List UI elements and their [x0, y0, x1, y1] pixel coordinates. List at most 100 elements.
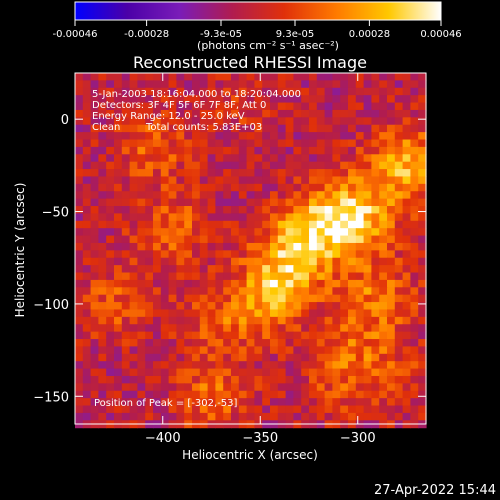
- heatmap-cell: [418, 213, 427, 222]
- heatmap-cell: [137, 139, 146, 148]
- heatmap-cell: [153, 220, 162, 229]
- heatmap-cell: [192, 73, 201, 81]
- heatmap-cell: [192, 220, 201, 229]
- heatmap-cell: [254, 265, 263, 274]
- heatmap-cell: [355, 124, 365, 133]
- heatmap-cell: [246, 398, 255, 407]
- heatmap-cell: [410, 346, 419, 355]
- heatmap-cell: [301, 161, 310, 170]
- heatmap-cell: [301, 132, 310, 141]
- heatmap-cell: [192, 183, 201, 192]
- heatmap-cell: [394, 228, 404, 237]
- heatmap-cell: [316, 412, 326, 421]
- heatmap-cell: [98, 191, 107, 200]
- heatmap-cell: [98, 257, 107, 266]
- heatmap-cell: [98, 265, 107, 274]
- heatmap-cell: [324, 331, 333, 340]
- heatmap-cell: [246, 139, 255, 148]
- heatmap-cell: [371, 109, 380, 118]
- heatmap-cell: [192, 257, 201, 266]
- heatmap-cell: [114, 80, 123, 89]
- heatmap-cell: [394, 198, 404, 207]
- heatmap-cell: [215, 139, 224, 148]
- heatmap-cell: [121, 250, 131, 259]
- heatmap-cell: [82, 398, 92, 407]
- heatmap-cell: [145, 139, 154, 148]
- heatmap-cell: [309, 279, 318, 288]
- heatmap-cell: [285, 191, 294, 200]
- heatmap-cell: [277, 102, 287, 111]
- heatmap-cell: [90, 124, 99, 133]
- heatmap-cell: [285, 80, 294, 89]
- heatmap-cell: [98, 176, 107, 185]
- heatmap-cell: [231, 242, 240, 251]
- heatmap-cell: [324, 361, 333, 370]
- heatmap-cell: [98, 169, 107, 177]
- heatmap-cell: [387, 346, 396, 355]
- heatmap-cell: [75, 257, 84, 266]
- heatmap-cell: [160, 109, 170, 118]
- heatmap-cell: [82, 176, 92, 185]
- heatmap-cell: [246, 169, 255, 177]
- heatmap-cell: [418, 390, 427, 399]
- heatmap-cell: [184, 206, 193, 214]
- heatmap-cell: [402, 375, 411, 384]
- heatmap-cell: [168, 117, 177, 126]
- heatmap-cell: [254, 198, 263, 207]
- heatmap-cell: [410, 132, 419, 141]
- heatmap-cell: [270, 279, 279, 288]
- heatmap-cell: [145, 154, 154, 163]
- heatmap-cell: [153, 346, 162, 355]
- heatmap-cell: [316, 331, 326, 340]
- heatmap-cell: [363, 250, 372, 259]
- heatmap-cell: [215, 161, 224, 170]
- heatmap-cell: [262, 294, 271, 303]
- heatmap-cell: [254, 353, 263, 362]
- heatmap-cell: [153, 390, 162, 399]
- heatmap-cell: [75, 206, 84, 214]
- heatmap-cell: [114, 132, 123, 141]
- heatmap-cell: [379, 242, 388, 251]
- heatmap-cell: [137, 220, 146, 229]
- heatmap-cell: [98, 109, 107, 118]
- heatmap-cell: [387, 109, 396, 118]
- heatmap-cell: [355, 302, 365, 310]
- heatmap-cell: [379, 161, 388, 170]
- heatmap-cell: [153, 316, 162, 325]
- heatmap-cell: [254, 183, 263, 192]
- heatmap-cell: [301, 146, 310, 155]
- heatmap-cell: [192, 294, 201, 303]
- heatmap-cell: [129, 87, 138, 96]
- heatmap-cell: [207, 250, 216, 259]
- heatmap-cell: [270, 257, 279, 266]
- heatmap-cell: [262, 250, 271, 259]
- heatmap-cell: [340, 279, 349, 288]
- heatmap-cell: [387, 228, 396, 237]
- heatmap-cell: [199, 73, 209, 81]
- heatmap-cell: [410, 339, 419, 347]
- heatmap-cell: [363, 198, 372, 207]
- heatmap-cell: [316, 257, 326, 266]
- heatmap-cell: [75, 412, 84, 421]
- heatmap-cell: [379, 109, 388, 118]
- heatmap-cell: [199, 124, 209, 133]
- heatmap-cell: [340, 398, 349, 407]
- heatmap-cell: [231, 309, 240, 318]
- heatmap-cell: [410, 287, 419, 296]
- heatmap-cell: [153, 117, 162, 126]
- heatmap-cell: [160, 220, 170, 229]
- heatmap-cell: [402, 331, 411, 340]
- heatmap-cell: [199, 191, 209, 200]
- heatmap-cell: [348, 161, 357, 170]
- heatmap-cell: [98, 346, 107, 355]
- heatmap-cell: [379, 95, 388, 104]
- heatmap-cell: [121, 368, 131, 377]
- heatmap-cell: [348, 235, 357, 244]
- heatmap-cell: [332, 390, 341, 399]
- heatmap-cell: [285, 353, 294, 362]
- heatmap-cell: [215, 154, 224, 163]
- heatmap-cell: [75, 287, 84, 296]
- heatmap-cell: [231, 213, 240, 222]
- heatmap-cell: [98, 390, 107, 399]
- heatmap-cell: [348, 398, 357, 407]
